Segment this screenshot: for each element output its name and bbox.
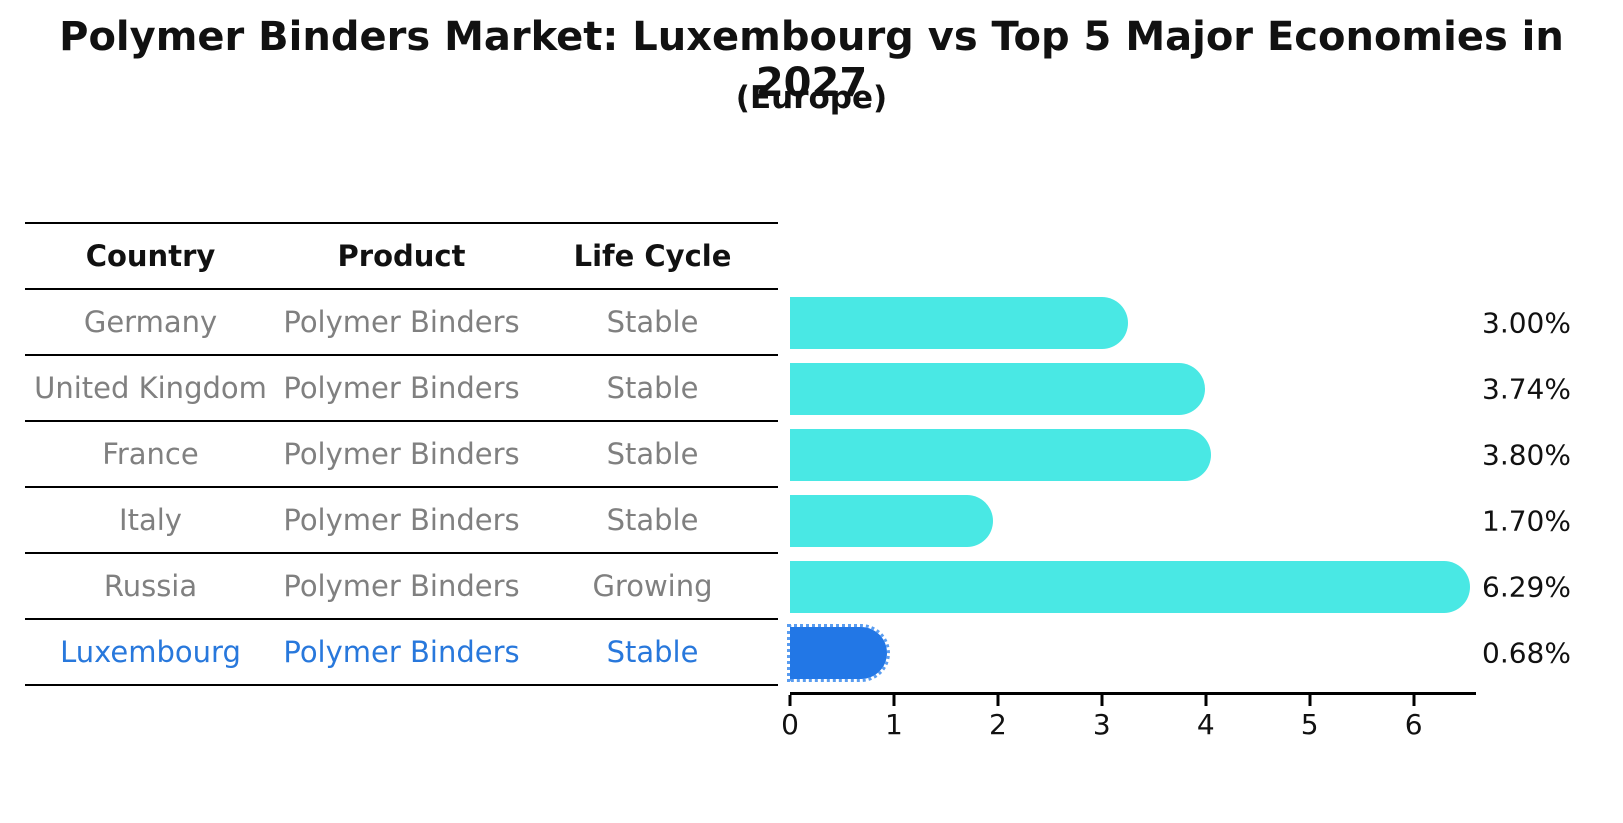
bar-value-label: 1.70% (1482, 504, 1571, 538)
bar-united-kingdom (790, 363, 1205, 415)
life-cycle-cell: Stable (606, 635, 699, 669)
bars-area: 3.00% 3.74% 3.80% 1.70% 6.29% 0.68% (787, 290, 1623, 686)
bar-germany (790, 297, 1128, 349)
product-cell: Polymer Binders (283, 371, 520, 405)
bar-value-label: 6.29% (1482, 570, 1571, 604)
product-cell: Polymer Binders (283, 635, 520, 669)
life-cycle-cell: Growing (592, 569, 713, 603)
life-cycle-cell: Stable (606, 371, 699, 405)
life-cycle-cell: Stable (606, 305, 699, 339)
x-tick-label: 0 (781, 708, 799, 741)
bar-row: 3.80% (790, 422, 1623, 488)
chart-title: Polymer Binders Market: Luxembourg vs To… (59, 14, 1564, 106)
column-header: Product (337, 239, 466, 273)
product-cell: Polymer Binders (283, 569, 520, 603)
life-cycle-cell: Stable (606, 503, 699, 537)
country-cell: France (102, 437, 199, 471)
country-cell: Germany (83, 305, 218, 339)
table-row: Russia Polymer Binders Growing (25, 554, 778, 620)
bar-row: 3.00% (790, 290, 1623, 356)
x-tick-mark (892, 695, 896, 706)
bar-chart: 3.00% 3.74% 3.80% 1.70% 6.29% 0.68% 0 1 2 3 4 5 6 (781, 290, 1623, 750)
x-tick-mark (1412, 695, 1416, 706)
x-tick-label: 2 (988, 708, 1007, 741)
country-cell: Russia (103, 569, 198, 603)
bar-row: 0.68% (787, 620, 1623, 686)
x-tick-label: 4 (1196, 708, 1215, 741)
column-header: Country (85, 239, 216, 273)
x-axis-line (790, 692, 1476, 695)
x-tick-mark (788, 695, 792, 706)
x-tick-mark (1204, 695, 1208, 706)
table-row: France Polymer Binders Stable (25, 422, 778, 488)
bar-row: 6.29% (790, 554, 1623, 620)
chart-subtitle: (Europe) (735, 80, 888, 116)
bar-highlight-luxembourg (787, 624, 890, 682)
table-row: Italy Polymer Binders Stable (25, 488, 778, 554)
product-cell: Polymer Binders (283, 305, 520, 339)
country-table: Country Product Life Cycle Germany Polymer … (25, 222, 778, 686)
bar-italy (790, 495, 993, 547)
bar-value-label: 3.74% (1482, 372, 1571, 406)
table-header-row: Country Product Life Cycle (25, 224, 778, 290)
bar-france (790, 429, 1211, 481)
x-tick-mark (1100, 695, 1104, 706)
x-tick-mark (1308, 695, 1312, 706)
country-cell: United Kingdom (34, 371, 267, 405)
x-tick-mark (996, 695, 1000, 706)
country-cell: Italy (119, 503, 182, 537)
bar-value-label: 3.00% (1482, 306, 1571, 340)
country-cell: Luxembourg (60, 635, 241, 669)
column-header: Life Cycle (573, 239, 732, 273)
bar-russia (790, 561, 1470, 613)
bar-value-label: 0.68% (1482, 636, 1571, 670)
product-cell: Polymer Binders (283, 503, 520, 537)
bar-row: 1.70% (790, 488, 1623, 554)
x-tick-label: 1 (885, 708, 903, 741)
bar-row: 3.74% (790, 356, 1623, 422)
x-tick-label: 3 (1092, 708, 1111, 741)
x-tick-label: 5 (1300, 708, 1319, 741)
product-cell: Polymer Binders (283, 437, 520, 471)
x-tick-label: 6 (1404, 708, 1423, 741)
bar-value-label: 3.80% (1482, 438, 1571, 472)
life-cycle-cell: Stable (606, 437, 699, 471)
table-row: Germany Polymer Binders Stable (25, 290, 778, 356)
table-row: Luxembourg Polymer Binders Stable (25, 620, 778, 686)
table-row: United Kingdom Polymer Binders Stable (25, 356, 778, 422)
table-body: Germany Polymer Binders Stable United Kingd… (25, 290, 778, 686)
